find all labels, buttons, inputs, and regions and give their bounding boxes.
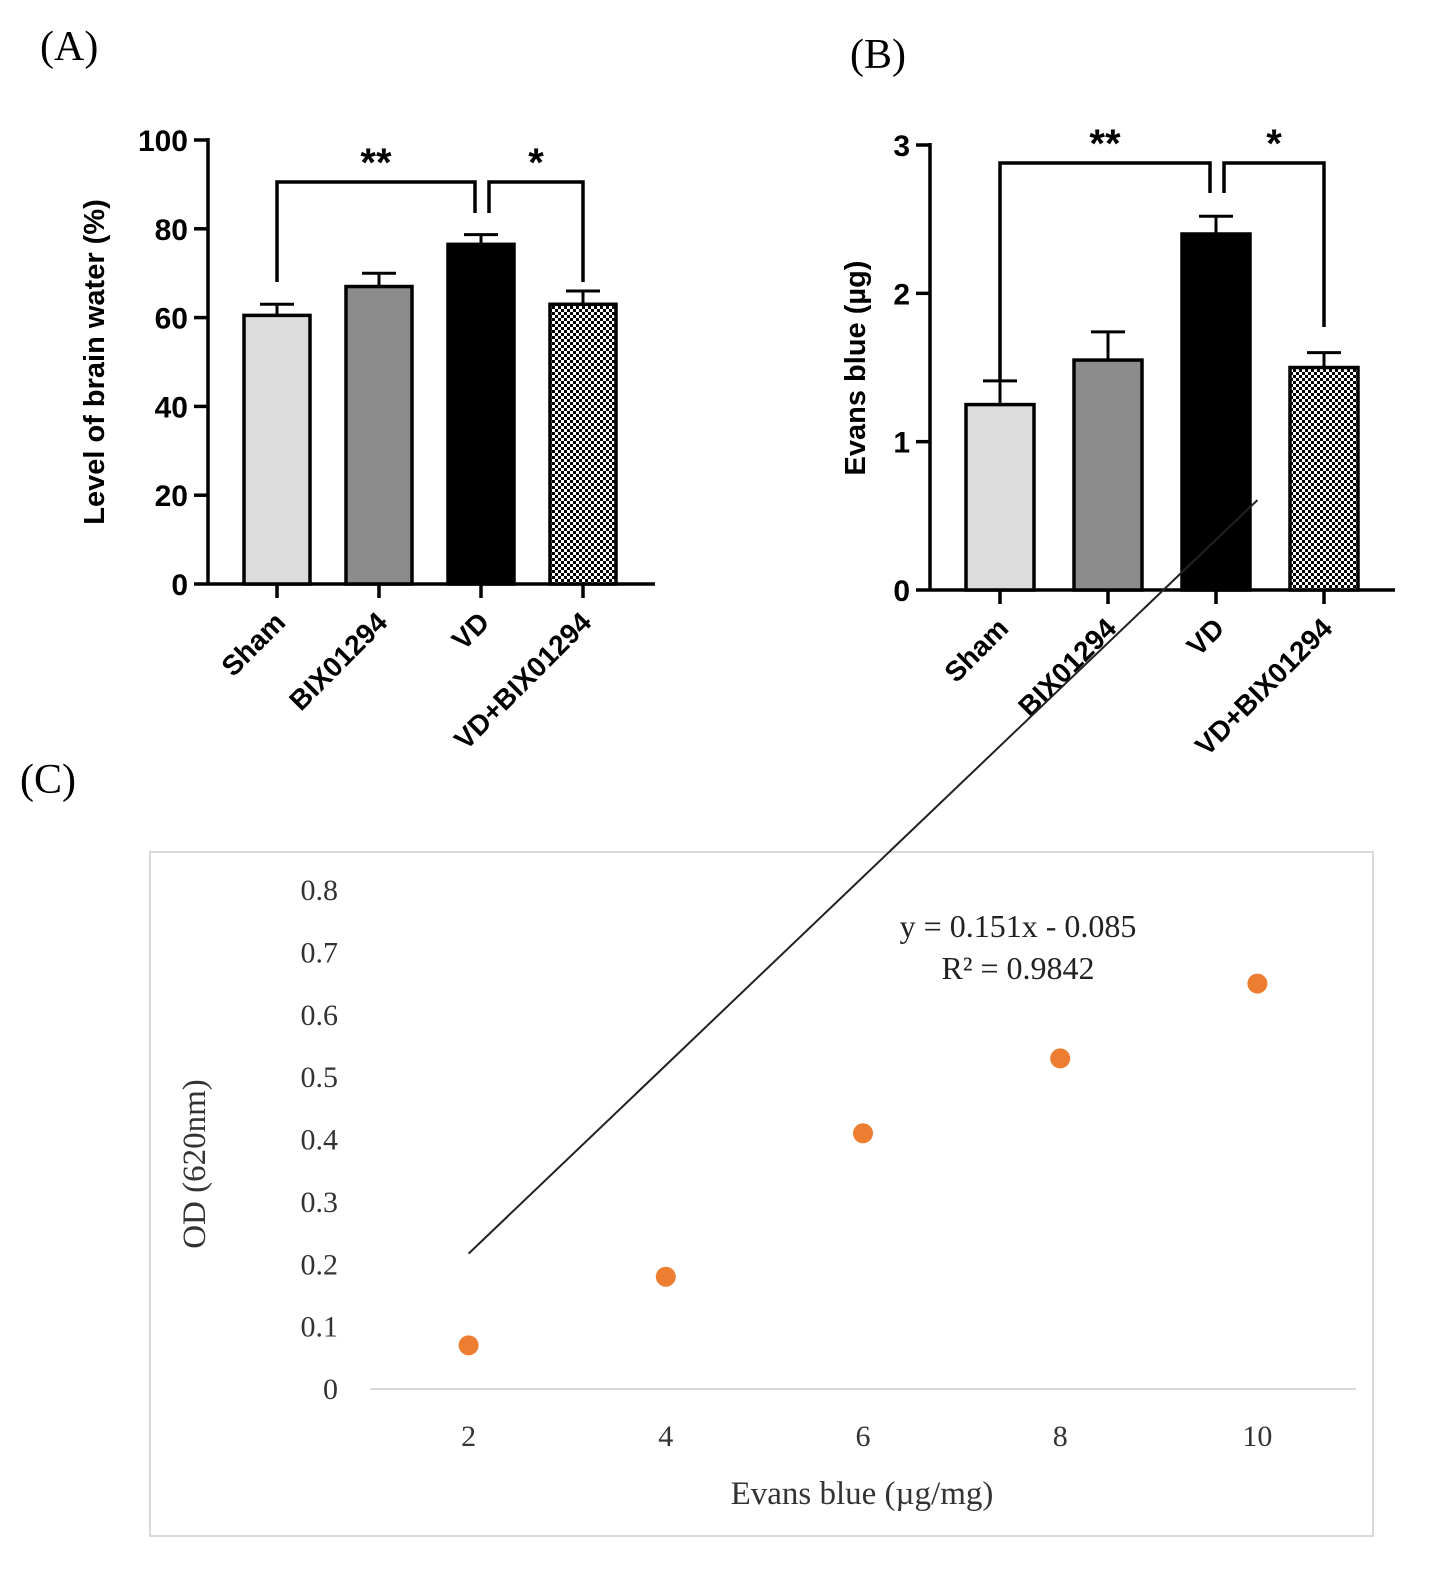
chart-a-significance-1-label: ** — [360, 141, 392, 185]
chart-a-ylabel: Level of brain water (%) — [79, 199, 111, 525]
chart-a-ytick-label: 0 — [171, 569, 188, 602]
panel-label-c: (C) — [20, 757, 76, 803]
chart-c-point — [1050, 1048, 1071, 1069]
chart-b-ytick-label: 2 — [893, 278, 910, 311]
chart-b-bar — [1072, 358, 1144, 592]
chart-a-ytick-label: 40 — [155, 391, 188, 424]
chart-a-ytick-label: 20 — [155, 480, 188, 513]
chart-b-category-label: BIX01294 — [1012, 612, 1122, 722]
chart-c-xtick-label: 2 — [461, 1420, 476, 1453]
chart-c-ytick-label: 0.6 — [301, 999, 339, 1032]
chart-b-significance-1-label: ** — [1089, 122, 1121, 166]
chart-a-bar — [446, 242, 516, 586]
chart-b-category-label: Sham — [938, 612, 1014, 688]
chart-b-significance-2-label: * — [1266, 122, 1282, 166]
chart-c-ytick-label: 0.1 — [301, 1311, 339, 1344]
chart-c-r2: R² = 0.9842 — [942, 950, 1095, 986]
chart-b-bar — [1180, 232, 1252, 592]
chart-c-ytick-label: 0.3 — [301, 1186, 339, 1219]
panel-label-b: (B) — [850, 32, 906, 78]
chart-b-ytick-label: 3 — [893, 130, 910, 163]
panel-label-a: (A) — [40, 24, 98, 70]
chart-a-ytick-label: 60 — [155, 303, 188, 336]
chart-c-ytick-label: 0.2 — [301, 1248, 339, 1281]
chart-a-category-label: BIX01294 — [283, 606, 393, 716]
chart-a-ytick-label: 100 — [138, 125, 188, 158]
chart-b-bar — [1288, 365, 1360, 592]
chart-b-bar — [964, 402, 1036, 592]
chart-a-significance-2-bracket — [487, 180, 585, 282]
chart-c-point — [853, 1123, 873, 1144]
chart-a-significance-1-bracket — [275, 180, 477, 282]
chart-c-ytick-label: 0.4 — [301, 1124, 339, 1157]
chart-a-bar — [344, 284, 414, 586]
chart-c-xtick-label: 10 — [1242, 1420, 1272, 1453]
chart-b-significance-2-bracket — [1222, 161, 1326, 327]
chart-a-ytick-label: 80 — [155, 214, 188, 247]
chart-c-ytick-label: 0 — [323, 1373, 338, 1406]
chart-a-bar — [242, 313, 312, 586]
chart-c-ylabel: OD (620nm) — [177, 1079, 213, 1249]
chart-c-point — [458, 1335, 479, 1356]
chart-a-significance-2-label: * — [528, 141, 544, 185]
chart-c-trendline — [467, 499, 1259, 1255]
chart-a-category-label: VD — [446, 606, 495, 655]
chart-c-ytick-label: 0.8 — [301, 874, 339, 907]
chart-b-category-label: VD — [1181, 612, 1230, 661]
chart-c-xlabel: Evans blue (µg/mg) — [731, 1476, 994, 1512]
chart-c-xtick-label: 8 — [1053, 1420, 1068, 1453]
chart-c-standard-curve: OD (620nm) Evans blue (µg/mg) y = 0.151x… — [149, 499, 1374, 1537]
chart-a-bar — [548, 302, 618, 586]
chart-c-point — [655, 1266, 676, 1287]
chart-c-xtick-label: 4 — [658, 1420, 673, 1453]
chart-b-ylabel: Evans blue (µg) — [840, 261, 872, 476]
chart-c-point — [1247, 973, 1268, 994]
chart-b-ytick-label: 0 — [893, 575, 910, 608]
chart-c-ytick-label: 0.5 — [301, 1061, 339, 1094]
chart-a-brain-water: Level of brain water (%) 0 20 40 60 80 100 Sha… — [79, 125, 655, 755]
chart-b-ytick-label: 1 — [893, 427, 910, 460]
chart-c-equation: y = 0.151x - 0.085 — [900, 908, 1137, 944]
chart-a-category-label: Sham — [215, 606, 291, 682]
chart-c-xtick-label: 6 — [856, 1420, 871, 1453]
chart-c-frame — [149, 851, 1374, 1537]
chart-b-significance-1-bracket — [998, 161, 1212, 382]
chart-c-ytick-label: 0.7 — [301, 936, 339, 969]
